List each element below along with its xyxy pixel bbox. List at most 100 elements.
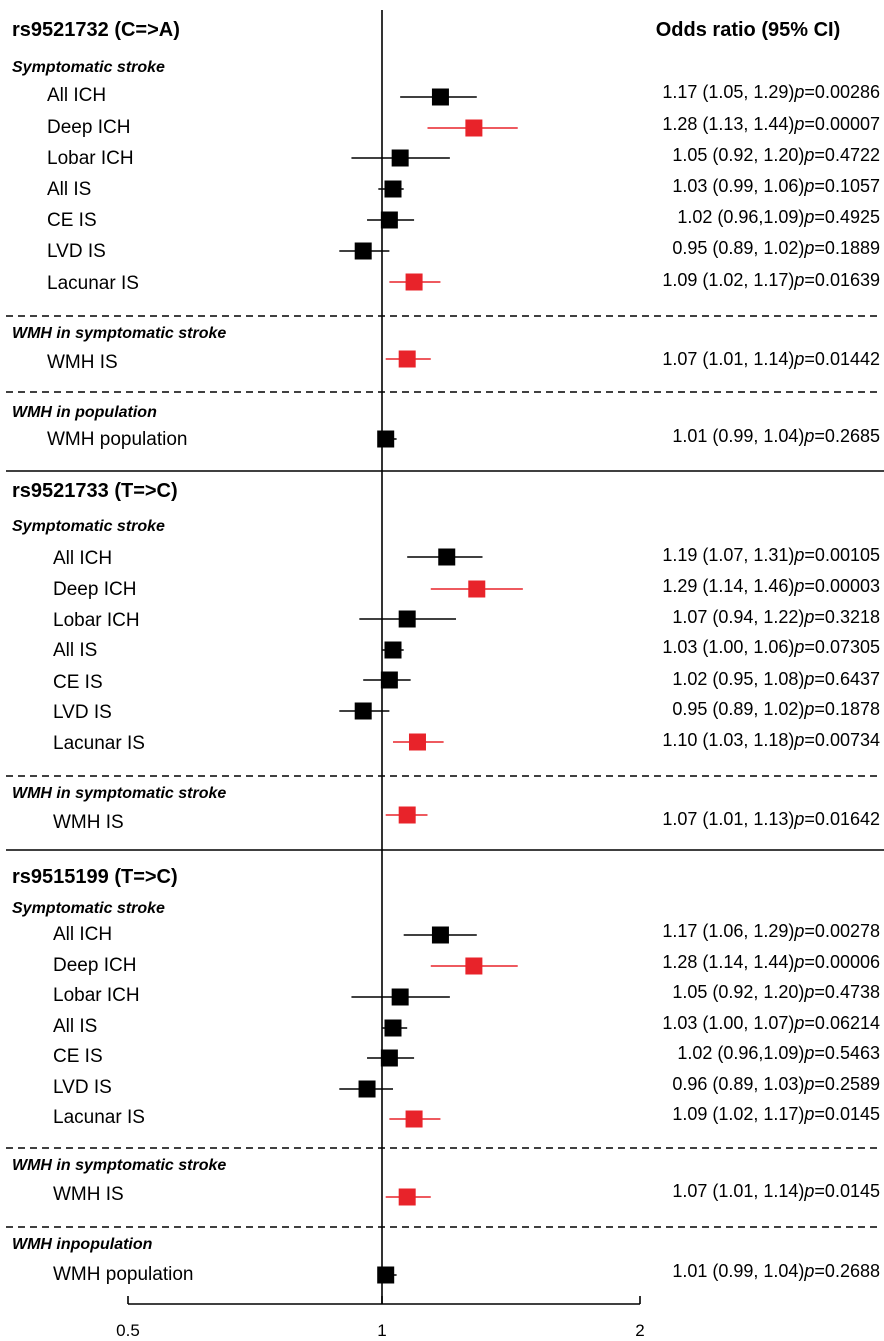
p-label: p xyxy=(793,114,804,134)
ci-text: 1.01 (0.99, 1.04) xyxy=(672,1261,804,1281)
ci-value-text: 1.09 (1.02, 1.17)p=0.0145 xyxy=(672,1104,880,1124)
ci-text: 1.02 (0.95, 1.08) xyxy=(672,669,804,689)
or-marker xyxy=(377,1266,395,1284)
ci-text: 1.07 (1.01, 1.14) xyxy=(662,349,794,369)
or-marker xyxy=(431,926,449,944)
p-value: =0.5463 xyxy=(814,1043,880,1063)
or-marker xyxy=(391,149,409,167)
row-label: All IS xyxy=(47,179,91,200)
table-row: WMH IS 1.07 (1.01, 1.13)p=0.01642 xyxy=(53,806,880,833)
ci-value-text: 1.10 (1.03, 1.18)p=0.00734 xyxy=(662,730,880,750)
p-label: p xyxy=(803,176,814,196)
ci-value-text: 1.28 (1.13, 1.44)p=0.00007 xyxy=(662,114,880,134)
or-marker xyxy=(354,242,372,260)
ci-value-text: 1.02 (0.96,1.09)p=0.4925 xyxy=(677,207,880,227)
table-row: All ICH 1.17 (1.06, 1.29)p=0.00278 xyxy=(53,921,880,945)
p-label: p xyxy=(793,921,804,941)
ci-value-text: 1.07 (1.01, 1.13)p=0.01642 xyxy=(662,809,880,829)
table-row: Lobar ICH 1.07 (0.94, 1.22)p=0.3218 xyxy=(53,607,880,631)
p-value: =0.00278 xyxy=(804,921,880,941)
p-value: =0.4722 xyxy=(814,145,880,165)
p-value: =0.4925 xyxy=(814,207,880,227)
p-value: =0.2589 xyxy=(814,1074,880,1094)
row-label: Lacunar IS xyxy=(53,1107,145,1128)
ci-text: 1.07 (0.94, 1.22) xyxy=(672,607,804,627)
p-label: p xyxy=(803,1261,814,1281)
ci-text: 1.07 (1.01, 1.14) xyxy=(672,1181,804,1201)
ci-value-text: 1.07 (1.01, 1.14)p=0.0145 xyxy=(672,1181,880,1201)
or-marker xyxy=(398,1188,416,1206)
or-marker xyxy=(465,119,483,137)
or-marker xyxy=(354,702,372,720)
ci-value-text: 1.17 (1.05, 1.29)p=0.00286 xyxy=(662,82,880,102)
p-label: p xyxy=(793,1013,804,1033)
ci-value-text: 1.03 (1.00, 1.07)p=0.06214 xyxy=(662,1013,880,1033)
section-title: Symptomatic stroke xyxy=(12,59,165,76)
row-label: WMH IS xyxy=(53,1184,124,1205)
p-value: =0.01442 xyxy=(804,349,880,369)
table-row: Deep ICH 1.28 (1.13, 1.44)p=0.00007 xyxy=(47,114,880,138)
p-value: =0.01642 xyxy=(804,809,880,829)
snp-block: rs9515199 (T=>C) Symptomatic stroke All IC… xyxy=(12,866,880,1285)
ci-text: 1.02 (0.96,1.09) xyxy=(677,207,804,227)
row-label: CE IS xyxy=(53,1046,103,1067)
ci-text: 1.07 (1.01, 1.13) xyxy=(662,809,794,829)
or-marker xyxy=(391,988,409,1006)
row-label: Deep ICH xyxy=(53,955,136,976)
p-value: =0.00734 xyxy=(804,730,880,750)
ci-text: 1.10 (1.03, 1.18) xyxy=(662,730,794,750)
ci-value-text: 1.28 (1.14, 1.44)p=0.00006 xyxy=(662,952,880,972)
or-marker xyxy=(384,641,402,659)
row-label: WMH population xyxy=(53,1264,193,1285)
p-value: =0.1889 xyxy=(814,238,880,258)
or-marker xyxy=(438,548,456,566)
table-row: Deep ICH 1.29 (1.14, 1.46)p=0.00003 xyxy=(53,576,880,600)
p-value: =0.4738 xyxy=(814,982,880,1002)
p-label: p xyxy=(793,545,804,565)
table-row: All ICH 1.19 (1.07, 1.31)p=0.00105 xyxy=(53,545,880,569)
ci-value-text: 1.17 (1.06, 1.29)p=0.00278 xyxy=(662,921,880,941)
table-row: Lobar ICH 1.05 (0.92, 1.20)p=0.4738 xyxy=(53,982,880,1006)
ci-value-text: 1.07 (0.94, 1.22)p=0.3218 xyxy=(672,607,880,627)
ci-text: 1.19 (1.07, 1.31) xyxy=(662,545,794,565)
p-value: =0.00105 xyxy=(804,545,880,565)
p-value: =0.06214 xyxy=(804,1013,880,1033)
p-label: p xyxy=(803,207,814,227)
or-marker xyxy=(465,957,483,975)
or-marker xyxy=(384,180,402,198)
snp-title: rs9521733 (T=>C) xyxy=(12,480,178,502)
or-marker xyxy=(398,350,416,368)
or-marker xyxy=(377,430,395,448)
ci-text: 1.05 (0.92, 1.20) xyxy=(672,982,804,1002)
ci-text: 1.29 (1.14, 1.46) xyxy=(662,576,794,596)
table-row: WMH IS 1.07 (1.01, 1.14)p=0.0145 xyxy=(53,1181,880,1206)
table-row: LVD IS 0.96 (0.89, 1.03)p=0.2589 xyxy=(53,1074,880,1098)
p-label: p xyxy=(803,1104,814,1124)
ci-text: 1.28 (1.14, 1.44) xyxy=(662,952,794,972)
row-label: LVD IS xyxy=(53,1077,112,1098)
p-label: p xyxy=(803,607,814,627)
ci-text: 0.95 (0.89, 1.02) xyxy=(672,699,804,719)
ci-text: 1.28 (1.13, 1.44) xyxy=(662,114,794,134)
row-label: Lobar ICH xyxy=(47,148,134,169)
p-label: p xyxy=(793,809,804,829)
table-row: Lacunar IS 1.09 (1.02, 1.17)p=0.0145 xyxy=(53,1104,880,1128)
section-title: Symptomatic stroke xyxy=(12,518,165,535)
section-title: WMH in population xyxy=(12,404,157,421)
p-value: =0.00003 xyxy=(804,576,880,596)
ci-value-text: 1.19 (1.07, 1.31)p=0.00105 xyxy=(662,545,880,565)
p-label: p xyxy=(793,576,804,596)
snp-block: rs9521732 (C=>A) Symptomatic stroke All IC… xyxy=(12,19,880,450)
p-label: p xyxy=(793,952,804,972)
row-label: Deep ICH xyxy=(47,117,130,138)
p-label: p xyxy=(803,238,814,258)
p-label: p xyxy=(803,1181,814,1201)
ci-value-text: 1.29 (1.14, 1.46)p=0.00003 xyxy=(662,576,880,596)
column-header: Odds ratio (95% CI) xyxy=(656,19,840,41)
row-label: CE IS xyxy=(47,210,97,231)
table-row: Lobar ICH 1.05 (0.92, 1.20)p=0.4722 xyxy=(47,145,880,169)
ci-text: 1.03 (1.00, 1.07) xyxy=(662,1013,794,1033)
p-label: p xyxy=(793,270,804,290)
ci-text: 1.17 (1.06, 1.29) xyxy=(662,921,794,941)
section-title: Symptomatic stroke xyxy=(12,900,165,917)
